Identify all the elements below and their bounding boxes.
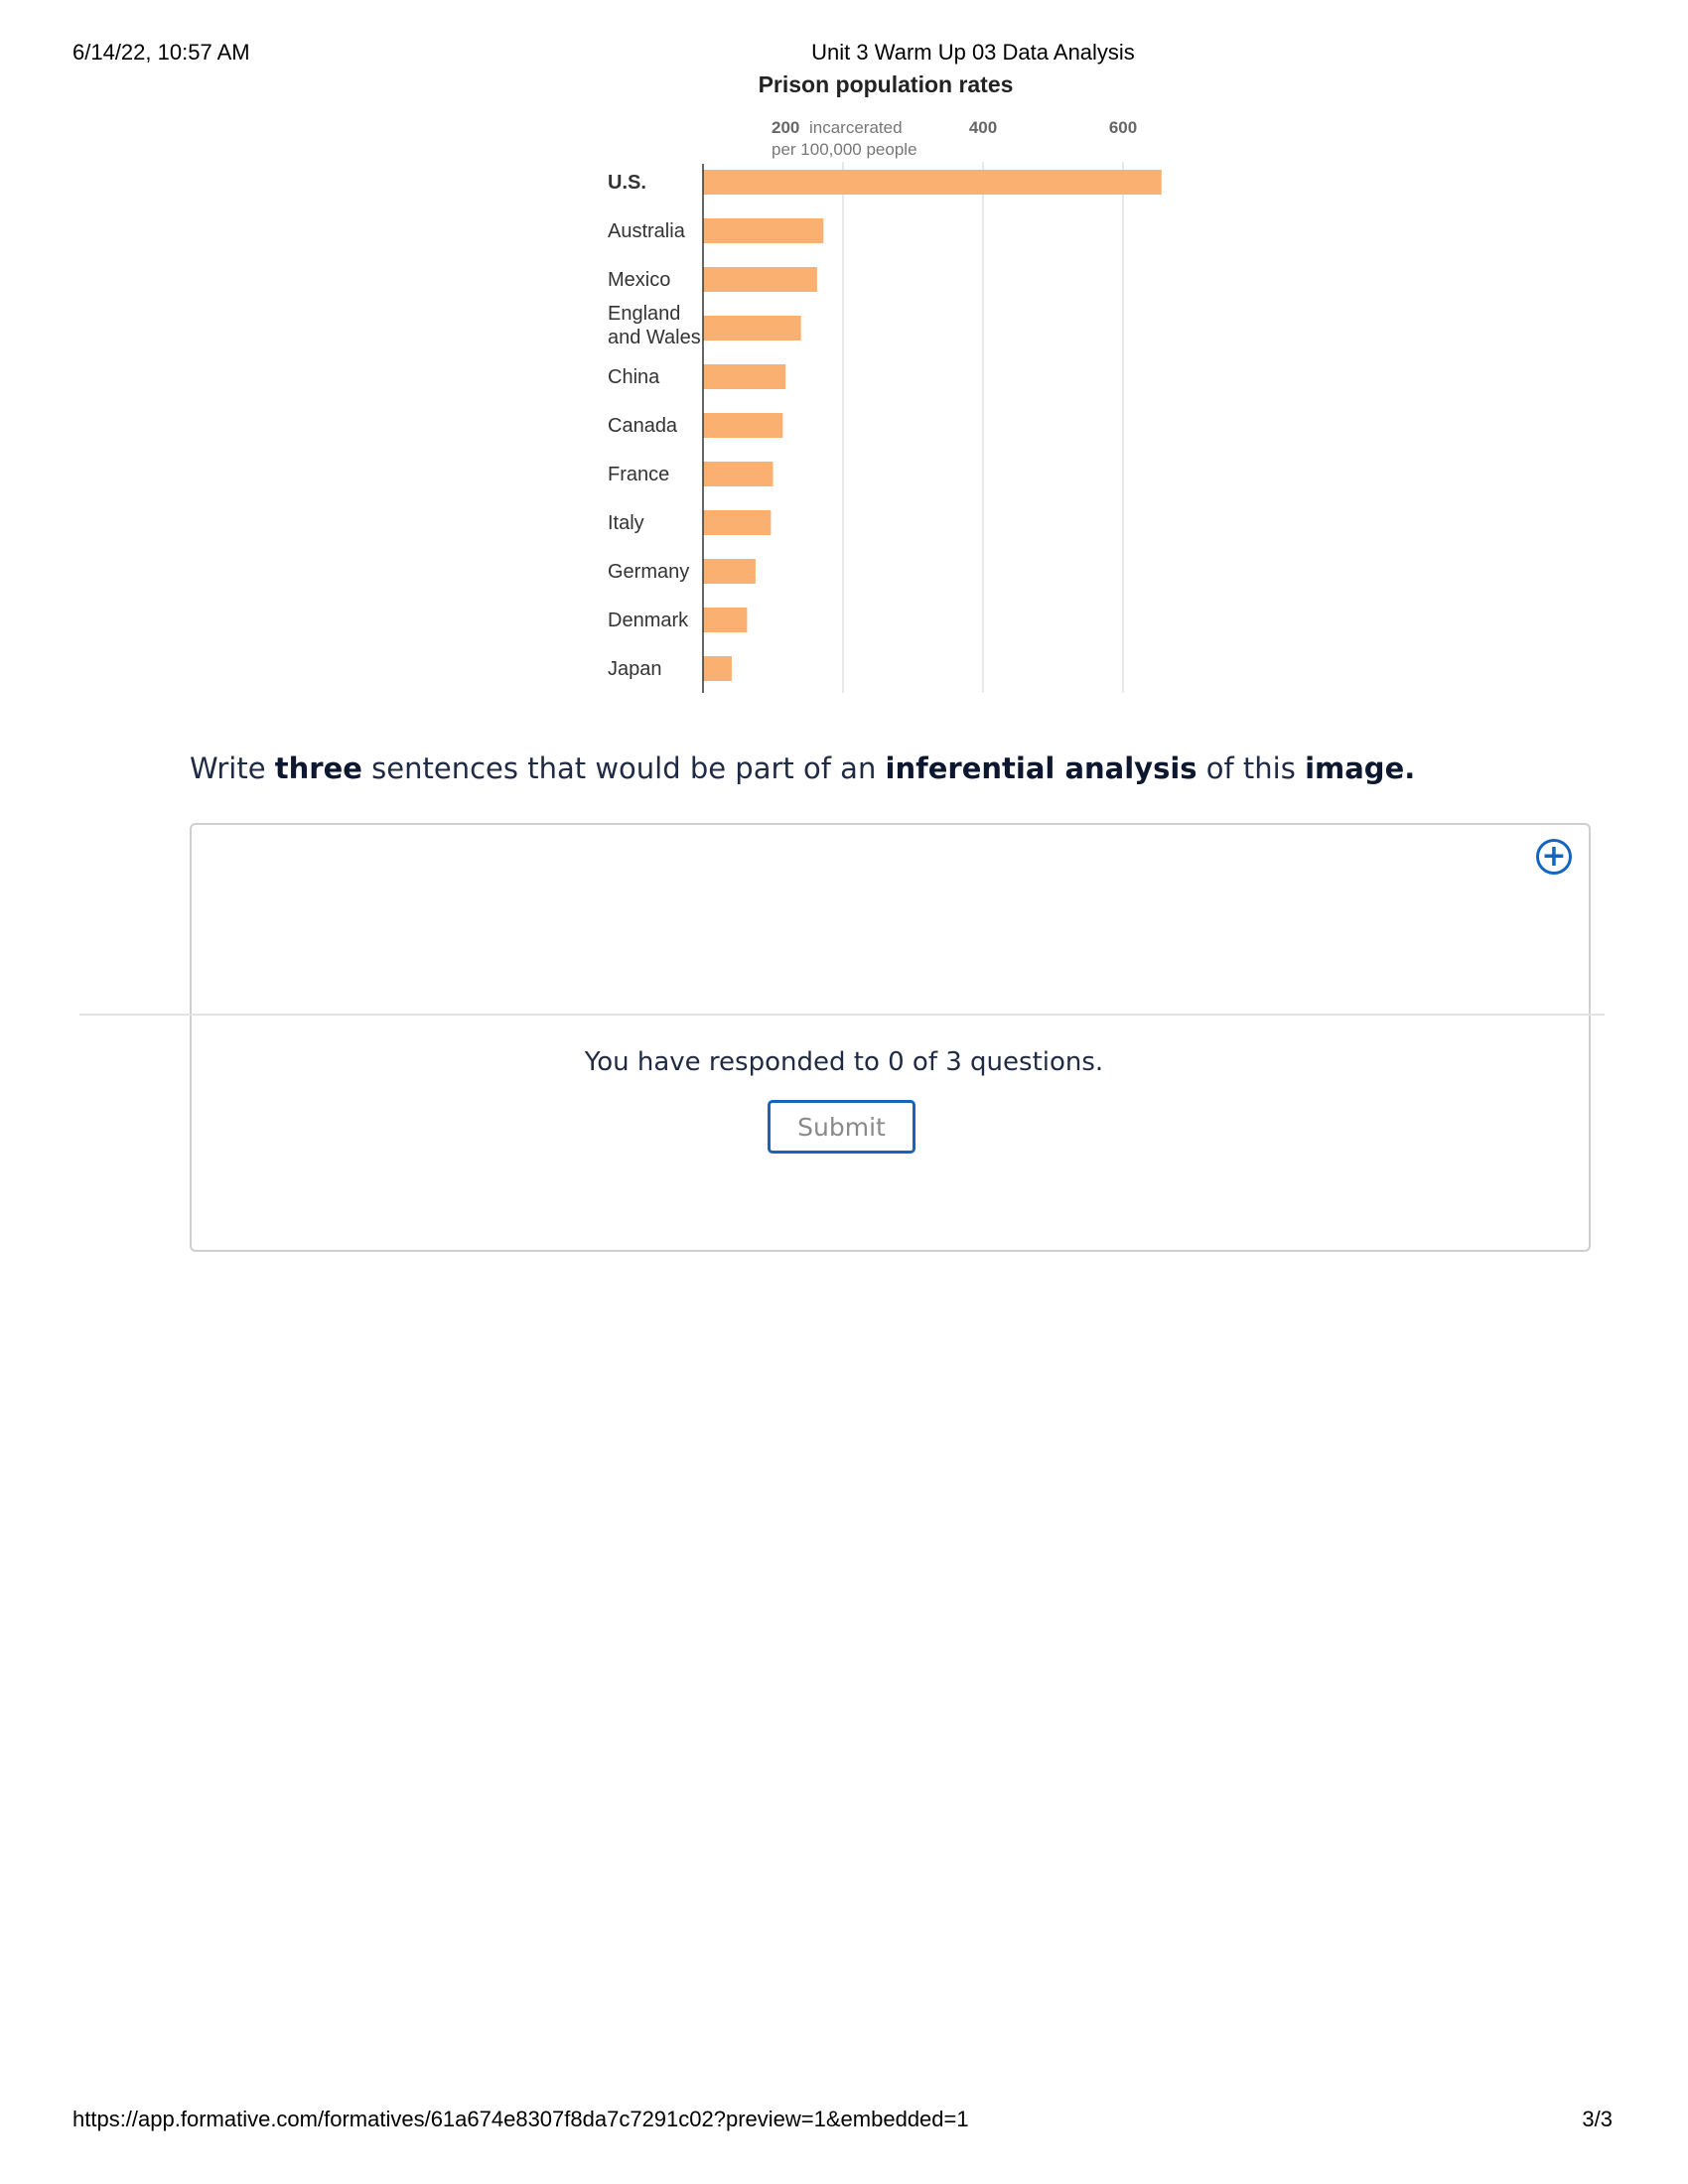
tick-unit-line2: per 100,000 people: [772, 140, 917, 159]
category-label-australia: Australia: [608, 220, 686, 242]
prison-population-chart: Prison population rates 200 400 600 incarce…: [608, 71, 1162, 693]
bar-u-s-: [703, 170, 1162, 195]
category-label-u-s-: U.S.: [608, 172, 646, 194]
plus-circle-icon[interactable]: +: [1536, 839, 1572, 875]
category-label-china: China: [608, 366, 660, 388]
submit-button[interactable]: Submit: [768, 1100, 915, 1154]
category-label-canada: Canada: [608, 415, 678, 437]
response-box[interactable]: [190, 823, 1591, 1252]
question-bold-three: three: [274, 751, 362, 785]
print-title: Unit 3 Warm Up 03 Data Analysis: [811, 40, 1135, 65]
category-label-germany: Germany: [608, 561, 689, 583]
bar-italy: [703, 510, 772, 535]
divider: [79, 1014, 1605, 1016]
category-label-denmark: Denmark: [608, 610, 689, 631]
tick-unit-line1: incarcerated: [809, 118, 903, 137]
category-label-japan: Japan: [608, 658, 662, 680]
question-prefix: Write: [190, 751, 275, 785]
print-datetime: 6/14/22, 10:57 AM: [72, 40, 250, 65]
question-bold-inferential: inferential analysis: [885, 751, 1197, 785]
category-label-france: France: [608, 464, 669, 485]
question-bold-image: image.: [1305, 751, 1416, 785]
tick-label-200: 200: [772, 118, 799, 137]
question-middle-1: sentences that would be part of an: [361, 751, 886, 785]
bar-germany: [703, 559, 756, 584]
bar-france: [703, 462, 774, 486]
response-status: You have responded to 0 of 3 questions.: [584, 1047, 1104, 1077]
bar-england-and-wales: [703, 316, 801, 341]
question-prompt: Write three sentences that would be part…: [190, 751, 1415, 785]
question-middle-2: of this: [1196, 751, 1306, 785]
bar-china: [703, 364, 786, 389]
category-label-england-and-wales: England and Wales: [608, 303, 701, 348]
bar-canada: [703, 413, 783, 438]
category-label-mexico: Mexico: [608, 269, 670, 291]
tick-label-400: 400: [969, 118, 997, 137]
chart-title: Prison population rates: [759, 71, 1014, 97]
print-page-number: 3/3: [1582, 2107, 1613, 2131]
bar-australia: [703, 218, 824, 243]
bar-denmark: [703, 608, 748, 632]
bar-japan: [703, 656, 732, 681]
category-label-italy: Italy: [608, 512, 644, 534]
print-url: https://app.formative.com/formatives/61a…: [72, 2107, 969, 2131]
bar-mexico: [703, 267, 817, 292]
tick-label-600: 600: [1109, 118, 1137, 137]
